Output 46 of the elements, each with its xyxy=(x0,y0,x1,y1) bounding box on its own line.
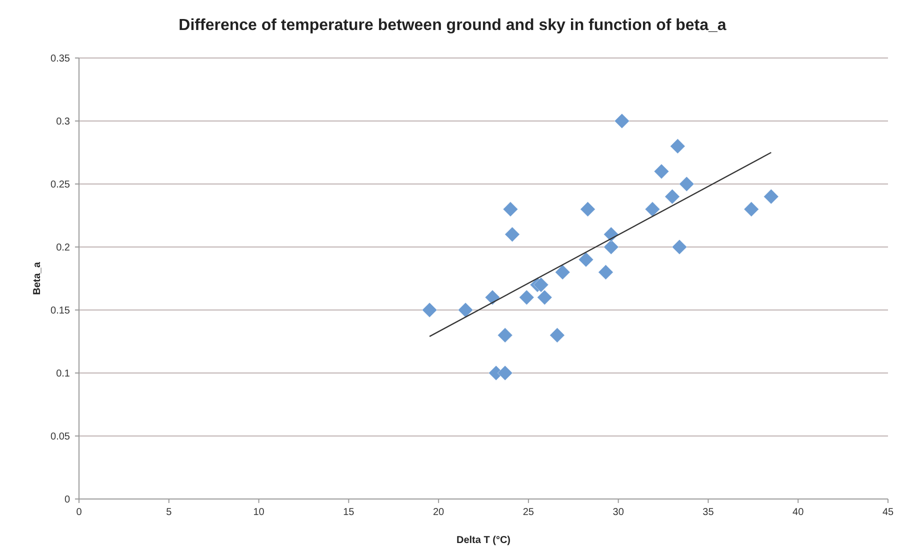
point xyxy=(550,328,565,343)
x-tick-label: 0 xyxy=(76,507,82,518)
y-tick-label: 0.3 xyxy=(56,116,70,128)
y-axis-title: Beta_a xyxy=(32,262,43,295)
x-tick-label: 15 xyxy=(343,507,355,518)
x-tick-label: 10 xyxy=(253,507,265,518)
point xyxy=(670,138,686,154)
point xyxy=(422,302,438,318)
y-tick-label: 0.35 xyxy=(50,54,70,64)
x-tick-label: 20 xyxy=(432,507,445,518)
x-tick-label: 5 xyxy=(166,507,172,518)
x-tick-label: 25 xyxy=(522,507,534,518)
y-tick-label: 0.1 xyxy=(56,368,70,380)
point xyxy=(533,277,549,292)
point xyxy=(554,264,570,280)
point xyxy=(484,290,500,306)
point xyxy=(580,202,596,217)
x-axis-title: Delta T (°C) xyxy=(456,535,510,546)
point xyxy=(644,202,660,217)
y-tick-label: 0.25 xyxy=(50,180,70,190)
point xyxy=(497,365,513,381)
chart-title: Difference of temperature between ground and sky in function of beta_a xyxy=(178,17,726,34)
point xyxy=(664,188,680,204)
point xyxy=(603,239,619,255)
y-tick-label: 0.05 xyxy=(50,432,70,442)
y-tick-label: 0.2 xyxy=(56,242,70,254)
point xyxy=(502,202,518,217)
point xyxy=(744,202,760,217)
point xyxy=(763,188,779,204)
point xyxy=(458,302,474,318)
point xyxy=(497,328,513,343)
point xyxy=(654,164,670,180)
x-tick-label: 30 xyxy=(612,507,624,518)
point xyxy=(578,252,594,268)
point xyxy=(614,113,630,129)
y-tick-label: 0 xyxy=(64,494,70,506)
point xyxy=(518,290,534,306)
point xyxy=(678,176,694,192)
x-tick-label: 45 xyxy=(882,507,894,518)
x-tick-label: 40 xyxy=(792,507,804,518)
point xyxy=(672,239,688,255)
point xyxy=(536,290,552,306)
point xyxy=(598,264,614,280)
point xyxy=(504,226,520,242)
x-tick-label: 35 xyxy=(702,507,714,518)
y-tick-label: 0.15 xyxy=(50,306,70,316)
